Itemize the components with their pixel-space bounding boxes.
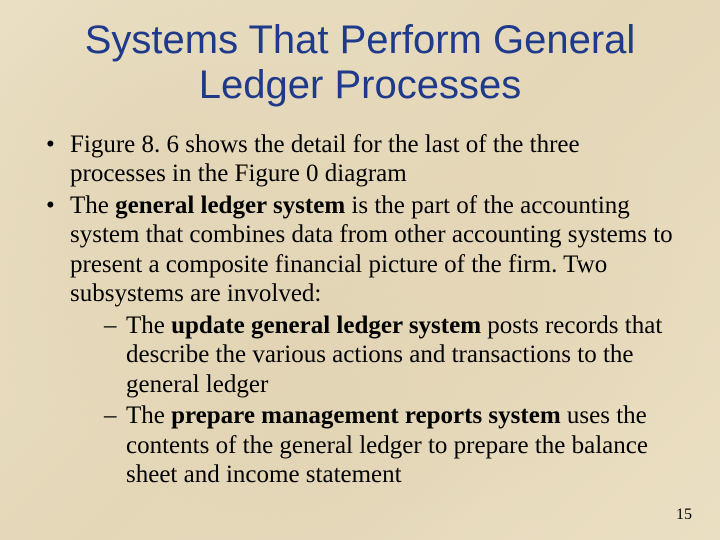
slide-title: Systems That Perform General Ledger Proc…: [40, 18, 680, 108]
bullet-text-run-bold: prepare management reports system: [171, 402, 561, 429]
bullet-text: Figure 8. 6 shows the detail for the las…: [70, 131, 580, 188]
sub-bullet-list: The update general ledger system posts r…: [70, 311, 680, 490]
bullet-list: Figure 8. 6 shows the detail for the las…: [40, 130, 680, 490]
sub-bullet-item: The prepare management reports system us…: [104, 401, 680, 490]
bullet-text-run-bold: general ledger system: [115, 192, 345, 219]
sub-bullet-item: The update general ledger system posts r…: [104, 311, 680, 400]
slide: Systems That Perform General Ledger Proc…: [0, 0, 720, 540]
bullet-text-run: The: [126, 402, 171, 429]
bullet-item: The general ledger system is the part of…: [44, 191, 680, 490]
bullet-text-run: The: [70, 192, 115, 219]
bullet-item: Figure 8. 6 shows the detail for the las…: [44, 130, 680, 189]
bullet-text-run-bold: update general ledger system: [171, 312, 481, 339]
bullet-text-run: The: [126, 312, 171, 339]
page-number: 15: [676, 506, 692, 524]
